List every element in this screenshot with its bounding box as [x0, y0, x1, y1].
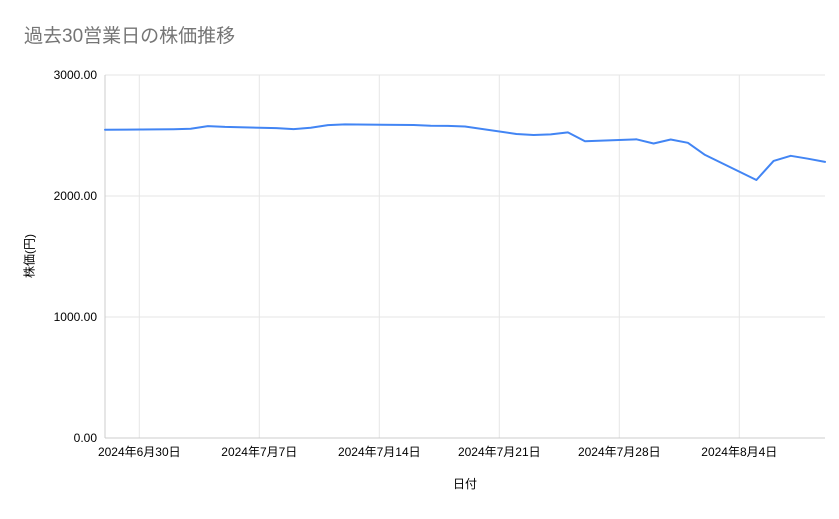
- x-tick-label: 2024年7月14日: [338, 445, 421, 459]
- y-axis-title: 株価(円): [22, 234, 37, 278]
- y-tick-label: 2000.00: [54, 189, 98, 203]
- x-tick-label: 2024年7月28日: [578, 445, 661, 459]
- x-axis-title: 日付: [452, 477, 477, 491]
- y-tick-label: 1000.00: [54, 310, 98, 324]
- x-tick-label: 2024年8月4日: [701, 445, 777, 459]
- y-tick-label: 3000.00: [54, 68, 98, 82]
- y-tick-label: 0.00: [74, 431, 98, 445]
- x-tick-label: 2024年6月30日: [98, 445, 181, 459]
- stock-price-line-series: [104, 123, 826, 181]
- x-tick-label: 2024年7月21日: [458, 445, 541, 459]
- chart-title: 過去30営業日の株価推移: [24, 26, 236, 47]
- x-tick-label: 2024年7月7日: [221, 445, 297, 459]
